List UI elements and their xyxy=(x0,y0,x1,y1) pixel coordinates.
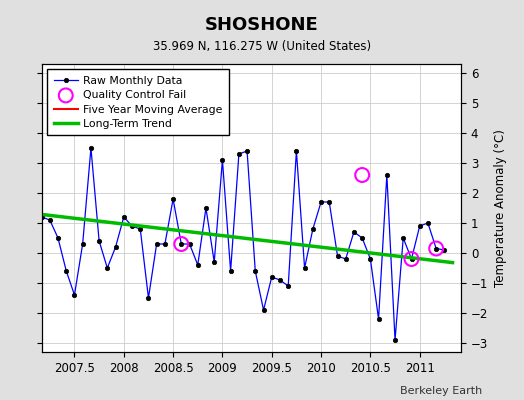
Raw Monthly Data xyxy=(252,269,258,274)
Raw Monthly Data xyxy=(55,236,61,240)
Raw Monthly Data xyxy=(285,284,291,288)
Text: SHOSHONE: SHOSHONE xyxy=(205,16,319,34)
Quality Control Fail xyxy=(407,256,416,262)
Raw Monthly Data xyxy=(227,269,234,274)
Quality Control Fail xyxy=(358,172,366,178)
Text: Berkeley Earth: Berkeley Earth xyxy=(400,386,482,396)
Raw Monthly Data xyxy=(301,266,308,270)
Y-axis label: Temperature Anomaly (°C): Temperature Anomaly (°C) xyxy=(494,129,507,287)
Quality Control Fail xyxy=(177,241,185,247)
Raw Monthly Data xyxy=(22,152,28,156)
Raw Monthly Data xyxy=(441,248,447,252)
Legend: Raw Monthly Data, Quality Control Fail, Five Year Moving Average, Long-Term Tren: Raw Monthly Data, Quality Control Fail, … xyxy=(47,70,229,136)
Quality Control Fail xyxy=(21,151,29,157)
Raw Monthly Data xyxy=(178,242,184,246)
Text: 35.969 N, 116.275 W (United States): 35.969 N, 116.275 W (United States) xyxy=(153,40,371,53)
Quality Control Fail xyxy=(432,245,440,252)
Line: Raw Monthly Data: Raw Monthly Data xyxy=(23,146,446,342)
Raw Monthly Data xyxy=(88,146,94,150)
Raw Monthly Data xyxy=(392,338,398,342)
